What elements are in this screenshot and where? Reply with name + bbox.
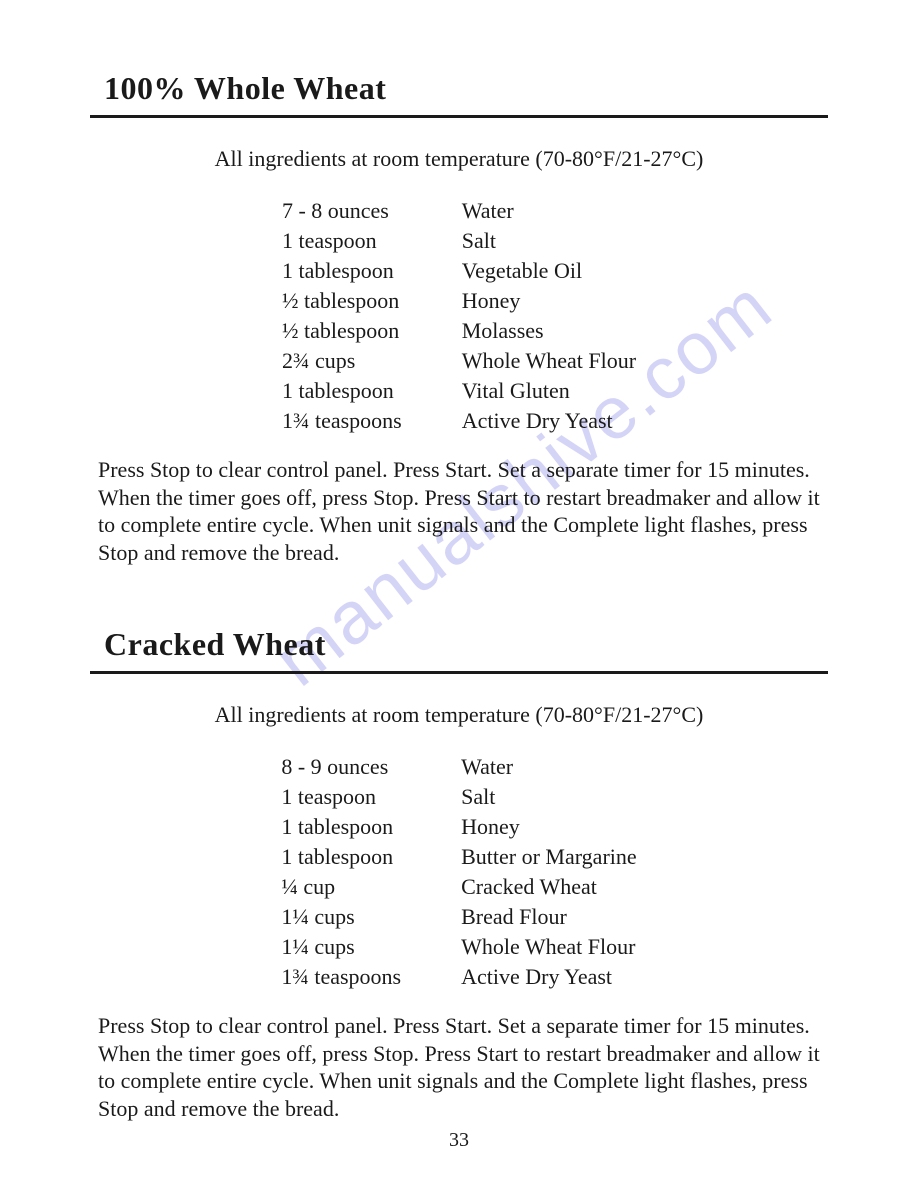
ingredient-row: 1¼ cupsWhole Wheat Flour (281, 932, 636, 962)
ingredient-amount: 1 tablespoon (282, 376, 462, 406)
ingredient-name: Molasses (462, 316, 636, 346)
ingredient-name: Active Dry Yeast (461, 962, 637, 992)
ingredient-amount: ½ tablespoon (282, 286, 462, 316)
ingredient-row: ¼ cupCracked Wheat (281, 872, 636, 902)
ingredient-amount: 8 - 9 ounces (281, 752, 461, 782)
ingredient-row: 1 tablespoonVegetable Oil (282, 256, 636, 286)
ingredient-amount: 1 teaspoon (282, 226, 462, 256)
ingredient-name: Water (461, 752, 637, 782)
recipe2-title: Cracked Wheat (104, 626, 828, 663)
ingredient-name: Butter or Margarine (461, 842, 637, 872)
ingredient-name: Vegetable Oil (462, 256, 636, 286)
ingredient-name: Vital Gluten (462, 376, 636, 406)
ingredient-row: 1¾ teaspoonsActive Dry Yeast (282, 406, 636, 436)
ingredient-amount: 7 - 8 ounces (282, 196, 462, 226)
ingredient-amount: 1¼ cups (281, 932, 461, 962)
ingredient-name: Honey (461, 812, 637, 842)
ingredient-amount: 1 tablespoon (281, 842, 461, 872)
ingredient-row: ½ tablespoonMolasses (282, 316, 636, 346)
ingredient-name: Whole Wheat Flour (462, 346, 636, 376)
ingredient-row: 1¼ cupsBread Flour (281, 902, 636, 932)
ingredient-row: 2¾ cupsWhole Wheat Flour (282, 346, 636, 376)
recipe2-instructions: Press Stop to clear control panel. Press… (98, 1012, 820, 1122)
ingredient-amount: ½ tablespoon (282, 316, 462, 346)
recipe2-ingredients: 8 - 9 ouncesWater1 teaspoonSalt1 tablesp… (281, 752, 636, 992)
ingredient-name: Cracked Wheat (461, 872, 637, 902)
ingredient-row: 1 tablespoonButter or Margarine (281, 842, 636, 872)
ingredient-row: ½ tablespoonHoney (282, 286, 636, 316)
ingredient-amount: 1 tablespoon (281, 812, 461, 842)
ingredient-row: 1 teaspoonSalt (281, 782, 636, 812)
ingredient-row: 1 tablespoonVital Gluten (282, 376, 636, 406)
ingredient-amount: ¼ cup (281, 872, 461, 902)
ingredient-name: Honey (462, 286, 636, 316)
ingredient-row: 1 tablespoonHoney (281, 812, 636, 842)
recipe1-ingredients: 7 - 8 ouncesWater1 teaspoonSalt1 tablesp… (282, 196, 636, 436)
recipe1-title: 100% Whole Wheat (104, 70, 828, 107)
ingredient-amount: 1¾ teaspoons (282, 406, 462, 436)
recipe2-note: All ingredients at room temperature (70-… (90, 702, 828, 728)
ingredient-name: Salt (461, 782, 637, 812)
ingredient-name: Active Dry Yeast (462, 406, 636, 436)
page-number: 33 (0, 1129, 918, 1152)
ingredient-amount: 1¼ cups (281, 902, 461, 932)
ingredient-row: 8 - 9 ouncesWater (281, 752, 636, 782)
recipe2-rule (90, 671, 828, 674)
ingredient-row: 1 teaspoonSalt (282, 226, 636, 256)
ingredient-name: Salt (462, 226, 636, 256)
ingredient-amount: 1 tablespoon (282, 256, 462, 286)
ingredient-row: 7 - 8 ouncesWater (282, 196, 636, 226)
recipe1-rule (90, 115, 828, 118)
ingredient-name: Water (462, 196, 636, 226)
ingredient-amount: 1 teaspoon (281, 782, 461, 812)
ingredient-row: 1¾ teaspoonsActive Dry Yeast (281, 962, 636, 992)
recipe1-note: All ingredients at room temperature (70-… (90, 146, 828, 172)
ingredient-amount: 1¾ teaspoons (281, 962, 461, 992)
ingredient-name: Bread Flour (461, 902, 637, 932)
ingredient-amount: 2¾ cups (282, 346, 462, 376)
recipe1-instructions: Press Stop to clear control panel. Press… (98, 456, 820, 566)
ingredient-name: Whole Wheat Flour (461, 932, 637, 962)
